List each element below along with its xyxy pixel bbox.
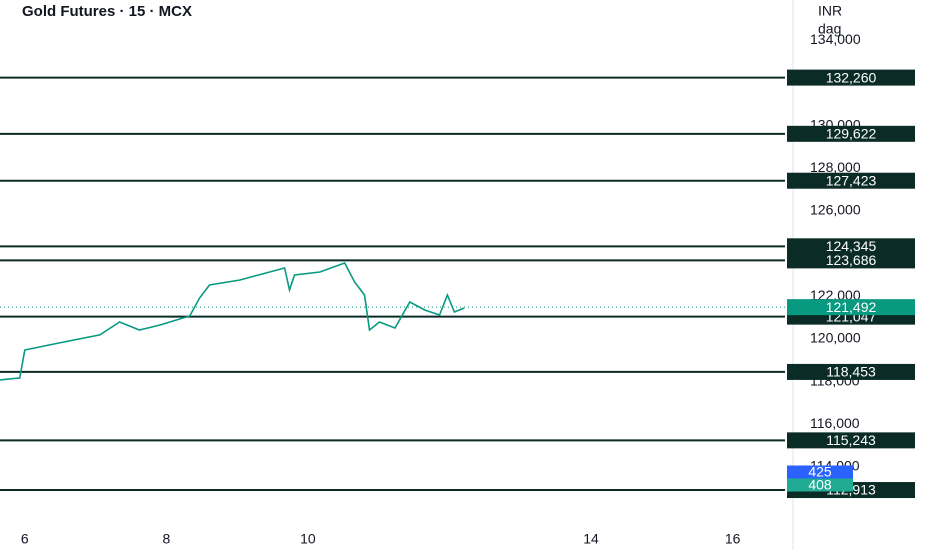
volume-label: 408 [808, 477, 832, 493]
level-label: 115,243 [826, 432, 876, 448]
x-tick-label: 16 [725, 531, 741, 547]
volume-label: 425 [808, 464, 832, 480]
price-line [0, 262, 465, 381]
level-tag [787, 432, 915, 449]
y-tick-label: 122,000 [810, 287, 861, 303]
y-tick-label: 128,000 [810, 159, 861, 175]
y-tick-label: 120,000 [810, 330, 861, 346]
currency: INR [818, 3, 842, 19]
level-tag [787, 172, 915, 189]
volume-tag [787, 478, 853, 492]
level-tag [787, 363, 915, 380]
level-tag [787, 125, 915, 142]
y-tick-label: 134,000 [810, 31, 861, 47]
level-tag [787, 252, 915, 269]
unit: dag [818, 21, 841, 37]
level-label: 127,423 [826, 172, 877, 188]
level-tag [787, 238, 915, 255]
x-tick-label: 8 [162, 531, 170, 547]
level-label: 124,345 [826, 238, 877, 254]
y-tick-label: 126,000 [810, 202, 861, 218]
last-price-tag [787, 299, 915, 316]
x-tick-label: 6 [21, 531, 29, 547]
y-tick-label: 116,000 [810, 415, 860, 431]
level-label: 123,686 [826, 252, 877, 268]
last-price-label: 121,492 [826, 299, 877, 315]
volume-tag [787, 465, 853, 479]
level-label: 129,622 [826, 126, 877, 142]
level-tag [787, 69, 915, 86]
chart-title: Gold Futures · 15 · MCX [22, 3, 192, 20]
x-tick-label: 10 [300, 531, 316, 547]
x-tick-label: 14 [583, 531, 599, 547]
level-label: 132,260 [826, 69, 877, 85]
level-label: 118,453 [826, 364, 876, 380]
